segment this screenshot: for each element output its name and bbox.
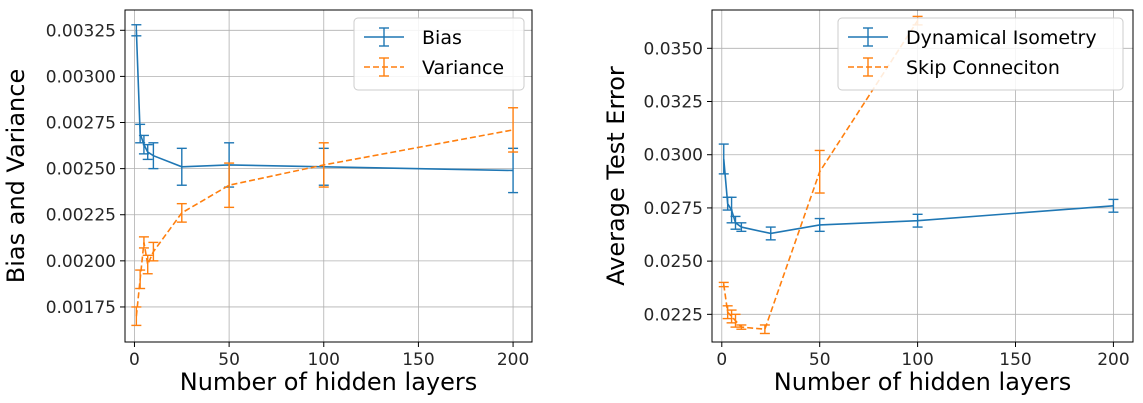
series-line-variance	[135, 129, 514, 317]
plot-area	[718, 15, 1119, 335]
test-error-chart: 0 50 100 150 200 0.0225 0.0250 0.0275 0.0300 0.03…	[602, 9, 1134, 396]
error-bar	[730, 215, 741, 230]
y-tick-label: 0.0225	[644, 305, 703, 325]
y-tick-label: 0.0325	[644, 93, 703, 113]
error-bar	[176, 202, 187, 223]
series-skip-conneciton	[718, 15, 923, 335]
error-bar	[718, 143, 729, 175]
error-bar	[508, 107, 519, 153]
legend-item-skip-conneciton: Skip Conneciton	[848, 57, 1060, 79]
x-tick-label: 150	[999, 350, 1031, 370]
y-tick-label: 0.00175	[46, 298, 116, 318]
x-axis-label: Number of hidden layers	[180, 368, 477, 396]
error-bar	[718, 281, 729, 288]
error-bar	[912, 213, 923, 228]
axes-frame	[124, 9, 533, 343]
error-bar	[176, 147, 187, 186]
y-tick-label: 0.00325	[46, 21, 116, 41]
error-bar	[148, 142, 159, 170]
x-tick-label: 50	[218, 350, 240, 370]
series-line-dynamical-isometry	[722, 158, 1114, 235]
error-bar	[736, 222, 747, 233]
y-tick-label: 0.0350	[644, 39, 703, 59]
error-bar	[142, 254, 153, 275]
legend-item-bias: Bias	[364, 27, 462, 49]
legend-box	[353, 17, 525, 91]
error-bar	[765, 226, 776, 241]
y-tick-label: 0.00300	[46, 67, 116, 87]
x-tick-label: 50	[809, 350, 831, 370]
legend-box	[837, 17, 1124, 91]
legend-label: Dynamical Isometry	[906, 27, 1097, 49]
x-tick-label: 100	[901, 350, 933, 370]
legend-label: Bias	[422, 27, 462, 49]
error-bar	[736, 324, 747, 330]
error-bar	[814, 149, 825, 194]
series-dynamical-isometry	[718, 143, 1119, 241]
x-tick-label: 100	[308, 350, 340, 370]
error-bar	[131, 306, 142, 327]
error-bar	[131, 24, 142, 37]
error-bar	[318, 142, 329, 188]
y-axis-label: Average Test Error	[602, 66, 630, 286]
bias-variance-chart: 0 50 100 150 200 0.00175 0.00200 0.00225 0.00250…	[2, 9, 533, 396]
error-bar	[814, 217, 825, 233]
error-bar	[138, 236, 149, 249]
axes-frame	[711, 9, 1134, 343]
x-tick-label: 0	[129, 350, 140, 370]
y-tick-label: 0.00250	[46, 160, 116, 180]
y-tick-label: 0.0250	[644, 252, 703, 272]
legend-item-dynamical-isometry: Dynamical Isometry	[848, 27, 1097, 49]
legend-label: Variance	[422, 57, 504, 79]
error-bar	[142, 143, 153, 161]
x-tick-label: 0	[716, 350, 727, 370]
error-bar	[759, 324, 770, 335]
error-bar	[224, 162, 235, 209]
y-tick-label: 0.0300	[644, 146, 703, 166]
error-bar	[1108, 198, 1119, 213]
error-bar	[730, 313, 741, 328]
series-variance	[131, 107, 519, 327]
x-tick-label: 150	[402, 350, 434, 370]
legend: Bias Variance	[353, 17, 525, 91]
error-bar	[148, 241, 159, 262]
y-tick-label: 0.00200	[46, 252, 116, 272]
legend: Dynamical Isometry Skip Conneciton	[837, 17, 1124, 91]
x-tick-label: 200	[497, 350, 529, 370]
error-bar	[135, 269, 146, 290]
y-axis-label: Bias and Variance	[2, 69, 30, 283]
y-tick-label: 0.00275	[46, 114, 116, 134]
x-axis-label: Number of hidden layers	[774, 368, 1071, 396]
legend-label: Skip Conneciton	[906, 57, 1060, 79]
y-tick-label: 0.00225	[46, 206, 116, 226]
legend-item-variance: Variance	[364, 57, 504, 79]
y-tick-label: 0.0275	[644, 199, 703, 219]
plot-area	[131, 24, 519, 327]
x-tick-label: 200	[1097, 350, 1129, 370]
